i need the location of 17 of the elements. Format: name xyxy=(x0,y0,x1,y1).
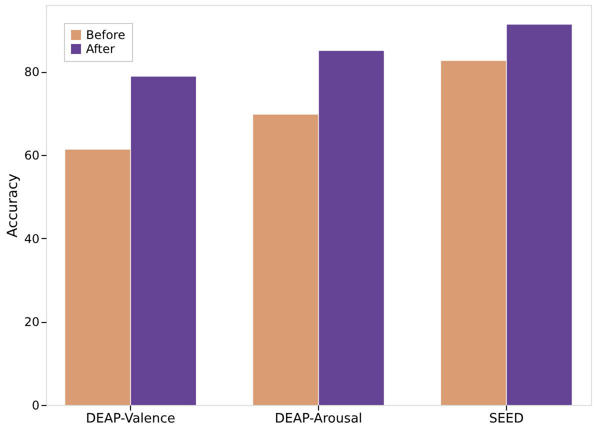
y-tick-label: 60 xyxy=(24,148,40,162)
x-tick-label: DEAP-Valence xyxy=(86,412,176,426)
bar xyxy=(130,76,196,405)
y-tick-label: 80 xyxy=(24,65,40,80)
y-tick-label: 40 xyxy=(24,232,40,246)
bar xyxy=(253,114,318,405)
legend-label: After xyxy=(86,42,115,56)
bar xyxy=(65,150,130,405)
legend-label: Before xyxy=(86,28,126,42)
x-tick-label: DEAP-Arousal xyxy=(274,412,362,426)
y-tick-label: 20 xyxy=(24,315,40,330)
bar xyxy=(506,24,572,405)
y-tick-label: 0 xyxy=(32,398,40,412)
x-tick-label: SEED xyxy=(489,412,524,426)
bar xyxy=(318,50,384,405)
y-axis-title: Accuracy xyxy=(5,174,22,238)
bar xyxy=(441,60,506,405)
